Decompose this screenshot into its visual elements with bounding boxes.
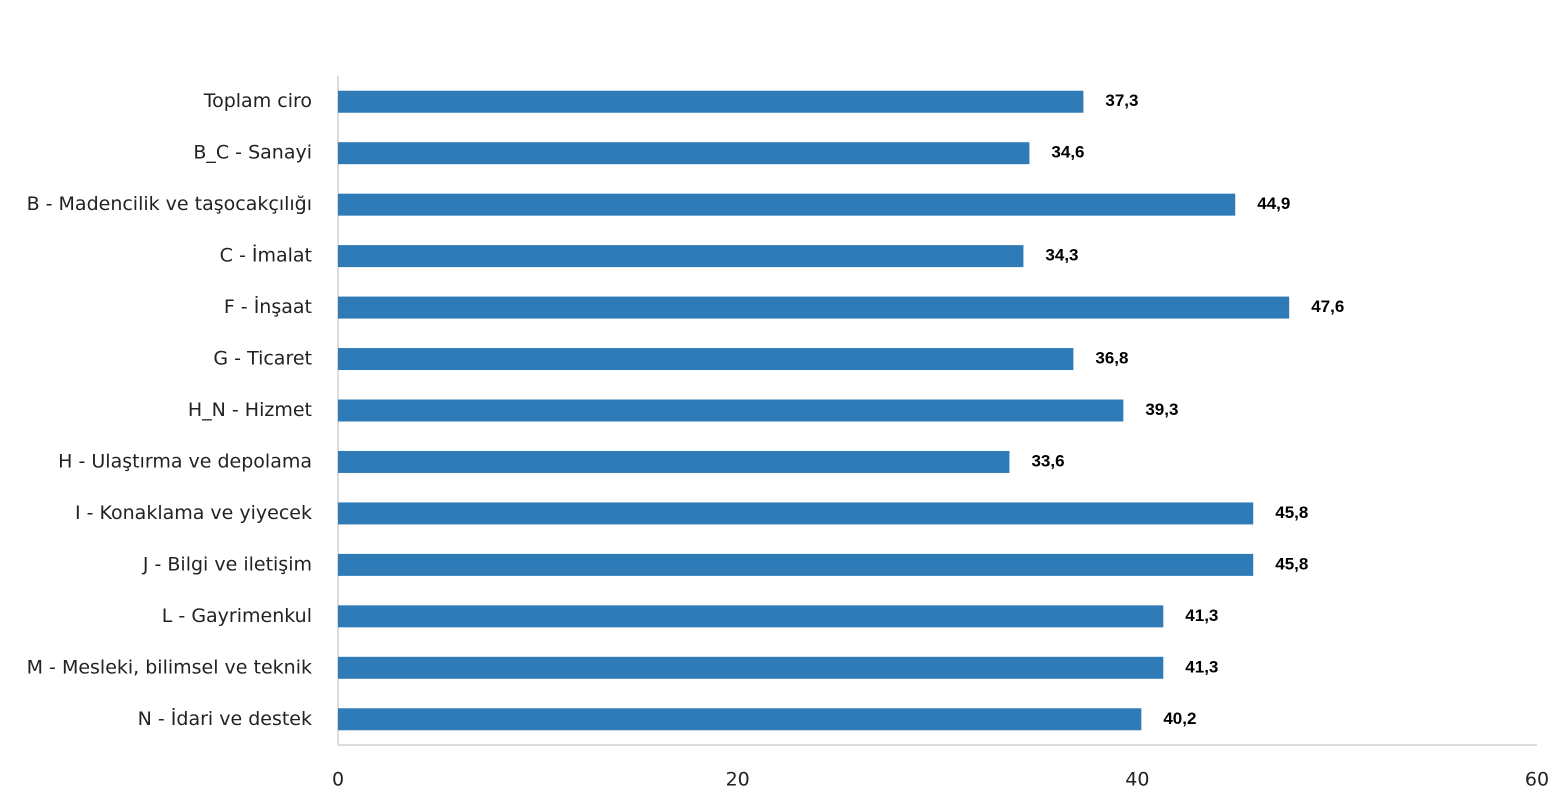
bar [338,193,1236,216]
bar [338,605,1164,628]
value-label: 41,3 [1185,657,1218,676]
y-tick-label: N - İdari ve destek [138,707,312,730]
y-tick-label: I - Konaklama ve yiyecek [75,502,312,524]
y-tick-label: M - Mesleki, bilimsel ve teknik [27,656,312,678]
value-label: 47,6 [1311,297,1344,316]
value-label: 36,8 [1095,349,1128,368]
value-label: 39,3 [1145,400,1178,419]
bar [338,399,1124,422]
bar [338,142,1030,165]
bar [338,708,1142,731]
x-tick-label: 60 [1525,769,1549,791]
x-tick-label: 0 [332,769,344,791]
value-label: 44,9 [1257,194,1290,213]
y-tick-label: C - İmalat [220,244,312,267]
value-label: 41,3 [1185,606,1218,625]
y-tick-label: B_C - Sanayi [193,142,312,164]
bar [338,656,1164,679]
bar [338,245,1024,268]
bar [338,450,1010,473]
y-tick-label: F - İnşaat [224,295,312,318]
y-tick-label: G - Ticaret [213,348,312,370]
value-label: 37,3 [1105,91,1138,110]
value-label: 33,6 [1031,451,1064,470]
value-label: 40,2 [1163,709,1196,728]
x-tick-label: 40 [1125,769,1149,791]
y-tick-label: H_N - Hizmet [188,399,312,421]
bar [338,502,1254,525]
y-tick-label: H - Ulaştırma ve depolama [58,450,312,472]
y-tick-label: L - Gayrimenkul [162,605,312,627]
bar [338,296,1290,319]
value-label: 34,3 [1045,246,1078,265]
y-tick-label: J - Bilgi ve iletişim [142,553,312,575]
value-label: 34,6 [1051,143,1084,162]
bar [338,553,1254,576]
bar [338,90,1084,113]
value-label: 45,8 [1275,503,1308,522]
bar [338,348,1074,371]
value-label: 45,8 [1275,554,1308,573]
y-tick-label: Toplam ciro [203,90,312,112]
y-tick-label: B - Madencilik ve taşocakçılığı [27,193,312,215]
x-tick-label: 20 [726,769,750,791]
